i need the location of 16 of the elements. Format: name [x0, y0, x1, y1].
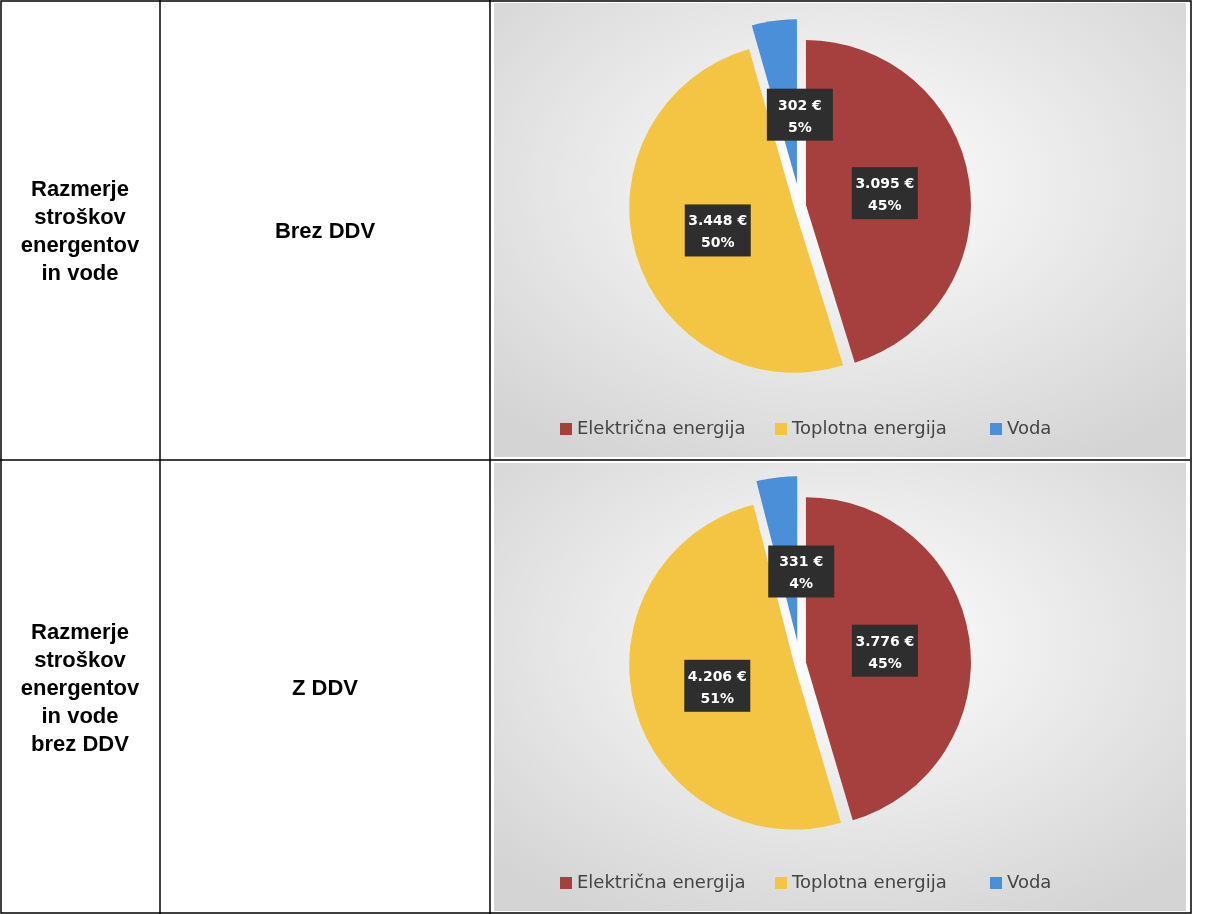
text: Brez DDV — [274, 218, 376, 243]
legend-label: Električna energija — [577, 871, 746, 892]
text: Razmerje stroškov energentov in vode brez DDV — [20, 619, 141, 756]
legend-label: Toplotna energija — [791, 417, 947, 438]
text: Razmerje stroškov energentov in vode — [20, 176, 141, 285]
text: Z DDV — [292, 675, 359, 700]
data-label: 3.095 € 45% — [855, 175, 915, 214]
legend-label: Voda — [1007, 417, 1052, 438]
data-label: 302 € 5% — [777, 96, 822, 135]
data-label: 4.206 € 51% — [687, 667, 747, 706]
legend-label: Električna energija — [577, 417, 746, 438]
data-label: 3.776 € 45% — [855, 632, 915, 671]
legend-label: Voda — [1007, 871, 1052, 892]
data-label: 3.448 € 50% — [688, 212, 748, 251]
legend-label: Toplotna energija — [791, 871, 947, 892]
data-label: 331 € 4% — [779, 553, 824, 592]
